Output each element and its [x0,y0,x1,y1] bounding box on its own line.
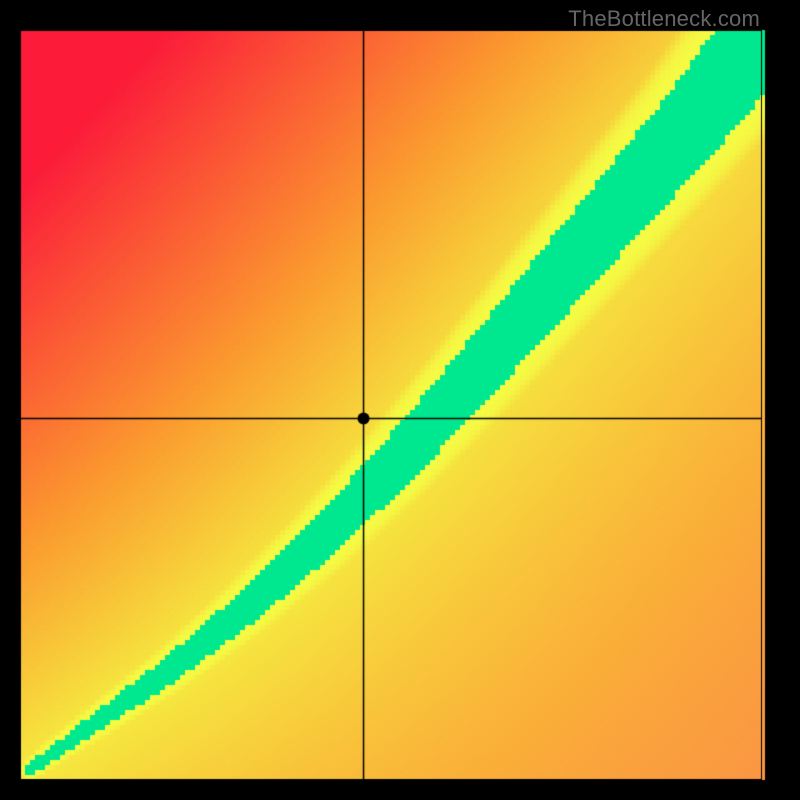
watermark-text: TheBottleneck.com [568,6,760,32]
heatmap-canvas [0,0,800,800]
chart-container: TheBottleneck.com [0,0,800,800]
